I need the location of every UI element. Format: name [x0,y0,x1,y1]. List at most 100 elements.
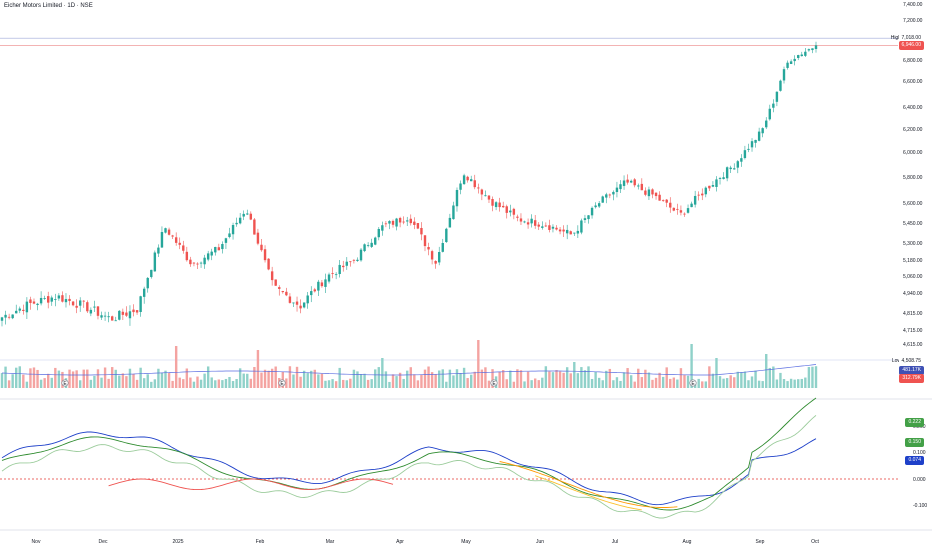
volume-bar [797,379,800,388]
volume-bar [438,370,441,388]
volume-bar [118,375,121,388]
candle-body [185,251,189,261]
volume-bar [196,376,199,388]
indicator-badge-light-green: 0.150 [905,438,924,447]
candle-body [349,261,352,263]
volume-bar [750,376,754,388]
candle-body [7,316,11,318]
candle-body [75,305,78,308]
candle-body [445,228,448,243]
volume-bar [253,367,256,388]
volume-bar [736,371,739,388]
volume-bar [601,380,604,388]
last-price-badge: 6,946.00 [898,40,924,50]
candle-body [206,253,210,260]
earnings-marker-label: E [63,381,67,387]
candle-body [480,189,484,195]
volume-bar [345,380,348,388]
volume-bar [89,379,93,388]
volume-bar [189,377,192,388]
volume-bar [448,369,452,388]
candle-body [452,205,455,220]
volume-bar [164,370,167,388]
candle-body [96,306,100,316]
volume-bar [214,380,217,388]
candle-body [597,203,601,207]
volume-bar [96,369,100,388]
time-tick-label: May [461,539,471,545]
candle-body [512,208,516,215]
volume-bar [388,381,391,388]
candle-body [526,222,530,225]
candle-body [583,218,587,221]
candle-body [519,218,523,222]
volume-bar [498,371,501,388]
volume-bar [128,368,132,388]
volume-bar [772,366,775,388]
candle-body [814,45,818,50]
candle-body [811,48,814,51]
price-tick-label: 5,180.00 [903,258,923,264]
volume-bar [807,367,811,388]
volume-bar [658,372,661,388]
volume-bar [359,374,363,388]
volume-bar [47,373,50,388]
low-label: Low [891,358,901,364]
candle-body [39,297,43,304]
candle-body [54,299,57,300]
candle-body [192,262,196,264]
volume-bar [93,375,96,388]
time-tick-label: Nov [32,539,41,545]
volume-bar [779,372,782,388]
candle-body [221,243,224,250]
candle-body [573,232,576,234]
volume-bar [608,368,612,388]
volume-bar [555,370,558,388]
candle-body [324,279,327,287]
candle-body [754,139,757,143]
candle-body [253,219,256,235]
volume-bar [789,378,793,388]
volume-bar [587,366,590,388]
candle-body [686,208,690,213]
volume-bar [7,380,11,388]
candle-body [327,274,331,282]
candle-body [775,91,779,102]
candle-body [782,69,786,81]
candle-body [135,310,139,313]
volume-bar [434,374,437,388]
volume-bar [377,367,380,388]
volume-bar [644,369,647,388]
candle-body [374,237,377,245]
volume-bar [622,372,626,388]
candle-body [693,195,697,205]
candle-body [79,300,82,306]
candle-body [477,187,480,189]
candle-body [761,128,764,134]
volume-bar [228,376,231,388]
candle-body [555,227,558,230]
candle-body [0,317,4,321]
candle-body [701,193,704,196]
time-tick-label: Dec [99,539,108,545]
volume-bar [512,381,516,388]
candle-body [654,192,658,197]
volume-bar [757,380,761,388]
candle-body [231,225,235,235]
volume-badge: 312.79K [899,374,924,383]
candle-body [171,235,174,237]
candle-body [576,230,580,234]
candle-body [153,252,157,272]
volume-bar [576,373,580,388]
earnings-marker [278,379,286,387]
volume-bar [139,367,142,388]
candle-body [541,226,544,228]
candle-body [715,179,718,187]
candle-body [676,208,679,210]
volume-bar [473,371,476,388]
price-tick-label: 7,400.00 [903,2,923,8]
candle-body [338,264,341,275]
time-tick-label: Sep [756,539,765,545]
volume-bar [462,367,466,388]
candle-body [260,244,263,251]
